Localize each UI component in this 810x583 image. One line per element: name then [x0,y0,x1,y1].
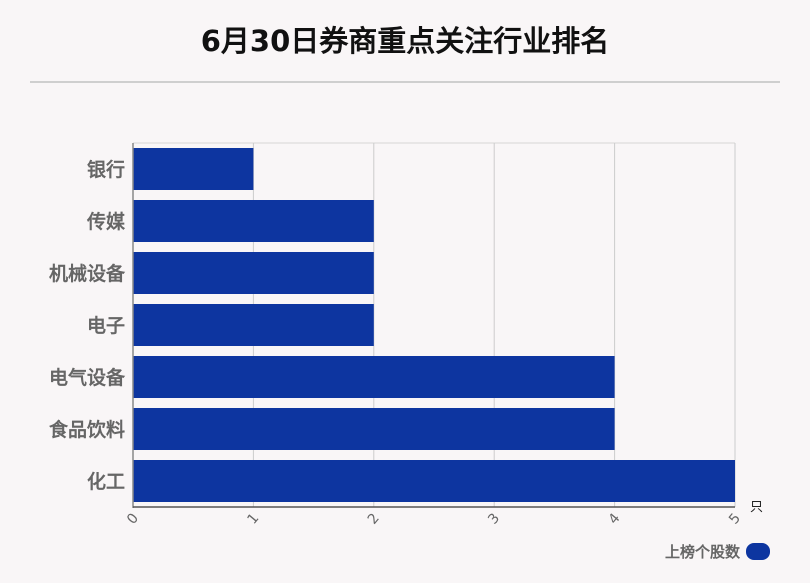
x-tick-label: 4 [606,510,624,527]
title-divider [30,81,780,83]
category-label: 银行 [87,158,125,181]
bar[interactable] [133,304,374,346]
category-label: 机械设备 [49,262,126,285]
bar[interactable] [133,148,254,190]
category-label: 电子 [87,314,125,337]
bar[interactable] [133,460,735,502]
category-label: 化工 [87,470,125,493]
bar[interactable] [133,252,374,294]
legend: 上榜个股数 [665,541,770,562]
bar[interactable] [133,200,374,242]
category-label: 传媒 [86,210,126,233]
x-tick-label: 5 [726,510,744,527]
x-tick-label: 1 [244,510,262,527]
legend-swatch[interactable] [746,543,770,560]
category-label: 电气设备 [49,366,126,389]
category-label: 食品饮料 [49,418,125,441]
legend-label: 上榜个股数 [664,543,740,561]
page-title: 6月30日券商重点关注行业排名 [200,24,610,58]
x-unit-label: 只 [750,500,763,515]
x-tick-label: 3 [485,510,503,527]
x-tick-label: 0 [124,510,142,527]
x-tick-label: 2 [365,510,383,527]
bar[interactable] [133,356,615,398]
bar[interactable] [133,408,615,450]
